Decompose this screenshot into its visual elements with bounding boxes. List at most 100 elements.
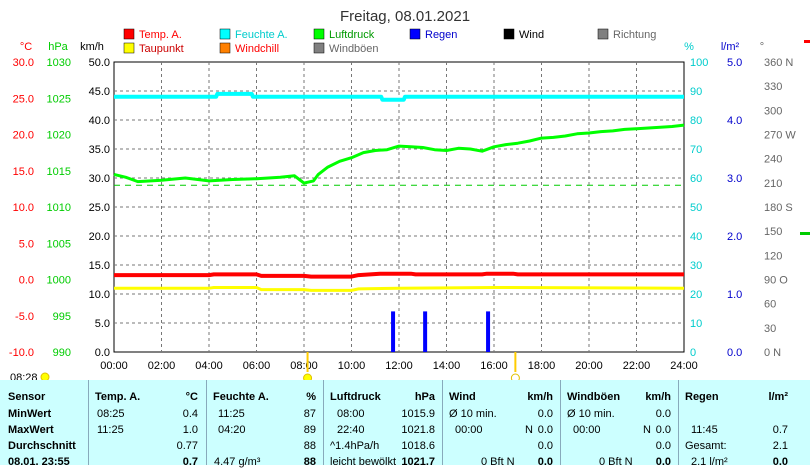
- x-tick-label: 22:00: [623, 360, 651, 372]
- pressure-max: 1021.8: [401, 424, 435, 436]
- x-tick-label: 16:00: [480, 360, 508, 372]
- y-tick-label: 20: [690, 289, 702, 301]
- pressure-avg: 1018.6: [401, 440, 435, 452]
- series-line-feuchte-a-: [114, 91, 684, 102]
- wind-min: 0.0: [537, 408, 553, 420]
- temp-avg: 0.77: [176, 440, 198, 452]
- y-tick-label: 240: [764, 154, 782, 166]
- legend-label: Luftdruck: [329, 29, 375, 41]
- wind-max-dir: N: [525, 424, 533, 436]
- wind-max-time: 00:00: [455, 424, 483, 436]
- y-tick-label: 180 S: [764, 202, 793, 214]
- y-tick-label: 3.0: [727, 173, 742, 185]
- rain-max-time: 11:45: [691, 424, 718, 436]
- legend-label: Regen: [425, 29, 457, 41]
- y-tick-label: 1000: [47, 275, 71, 287]
- y-tick-label: 20.0: [13, 130, 34, 142]
- legend-label: Taupunkt: [139, 43, 184, 55]
- legend-swatch: [123, 42, 135, 54]
- right-edge-marker: [804, 40, 810, 43]
- y-tick-label: 1.0: [727, 289, 742, 301]
- y-tick-label: 1030: [47, 57, 71, 69]
- humidity-max-time: 04:20: [218, 424, 246, 436]
- temp-header: Temp. A.: [95, 391, 141, 403]
- wind-header: Wind: [449, 391, 476, 403]
- humidity-min-time: 11:25: [218, 408, 245, 420]
- y-tick-label: 210: [764, 178, 782, 190]
- y-tick-label: 70: [690, 144, 702, 156]
- y-tick-label: 30.0: [13, 57, 34, 69]
- rain-header: Regen: [685, 391, 719, 403]
- gust-max: 0.0: [655, 424, 671, 436]
- y-tick-label: 30: [690, 260, 702, 272]
- legend-swatch: [313, 28, 325, 40]
- y-tick-label: 360 N: [764, 57, 793, 69]
- humidity-header: Feuchte A.: [213, 391, 269, 403]
- pressure-forecast: leicht bewölkt: [330, 456, 397, 468]
- gust-min: 0.0: [655, 408, 671, 420]
- x-tick-label: 02:00: [148, 360, 176, 372]
- y-tick-label: 50: [690, 202, 702, 214]
- pressure-max-time: 22:40: [337, 424, 365, 436]
- rain-max: 0.7: [772, 424, 788, 436]
- y-tick-label: 10: [690, 318, 702, 330]
- y-tick-label: -10.0: [9, 347, 34, 359]
- x-tick-label: 10:00: [338, 360, 366, 372]
- y-tick-label: 90: [690, 86, 702, 98]
- gust-header: Windböen: [567, 391, 621, 403]
- axis-unit-label: hPa: [48, 41, 68, 53]
- rain-current-note: 2.1 l/m²: [691, 456, 728, 468]
- gust-current-note: 0 Bft N: [599, 456, 633, 468]
- temp-min: 0.4: [182, 408, 198, 420]
- axis-unit-label: %: [684, 41, 694, 53]
- y-tick-label: 30.0: [89, 173, 110, 185]
- wind-min-note: Ø 10 min.: [449, 408, 497, 420]
- x-tick-label: 18:00: [528, 360, 556, 372]
- sun-marker-icon: [510, 373, 520, 380]
- legend-swatch: [503, 28, 515, 40]
- y-tick-label: 15.0: [89, 260, 110, 272]
- y-tick-label: 25.0: [13, 93, 34, 105]
- y-tick-label: 150: [764, 226, 782, 238]
- temp-unit: °C: [185, 391, 198, 403]
- y-tick-label: 60: [690, 173, 702, 185]
- legend-swatch: [597, 28, 609, 40]
- y-tick-label: 40.0: [89, 115, 110, 127]
- max-label: MaxWert: [8, 424, 54, 436]
- y-tick-label: 80: [690, 115, 702, 127]
- temp-max-time: 11:25: [97, 424, 124, 436]
- rain-bar: [391, 311, 396, 352]
- y-tick-label: 0 N: [764, 347, 781, 359]
- wind-current: 0.0: [537, 456, 553, 468]
- y-tick-label: 270 W: [764, 130, 796, 142]
- y-tick-label: 1015: [47, 166, 71, 178]
- y-tick-label: 4.0: [727, 115, 742, 127]
- wind-current-note: 0 Bft N: [481, 456, 515, 468]
- legend-swatch: [313, 42, 325, 54]
- rain-total: 2.1: [772, 440, 788, 452]
- y-tick-label: 990: [53, 347, 71, 359]
- pressure-current: 1021.7: [401, 456, 435, 468]
- humidity-unit: %: [306, 391, 316, 403]
- wind-unit: km/h: [527, 391, 553, 403]
- y-tick-label: 10.0: [13, 202, 34, 214]
- wind-max: 0.0: [537, 424, 553, 436]
- y-tick-label: 5.0: [19, 238, 34, 250]
- y-tick-label: 10.0: [89, 289, 110, 301]
- y-tick-label: 0.0: [19, 275, 34, 287]
- rain-unit: l/m²: [768, 391, 788, 403]
- pressure-unit: hPa: [414, 391, 435, 403]
- y-tick-label: 5.0: [727, 57, 742, 69]
- axis-unit-label: l/m²: [721, 41, 740, 53]
- y-tick-label: 330: [764, 81, 782, 93]
- avg-label: Durchschnitt: [8, 440, 76, 452]
- legend-label: Windböen: [329, 43, 379, 55]
- y-tick-label: 1005: [47, 238, 71, 250]
- legend-swatch: [123, 28, 135, 40]
- y-tick-label: 0.0: [727, 347, 742, 359]
- axis-unit-label: °C: [20, 41, 32, 53]
- y-tick-label: 60: [764, 299, 776, 311]
- y-tick-label: 30: [764, 323, 776, 335]
- y-tick-label: -5.0: [15, 311, 34, 323]
- y-tick-label: 50.0: [89, 57, 110, 69]
